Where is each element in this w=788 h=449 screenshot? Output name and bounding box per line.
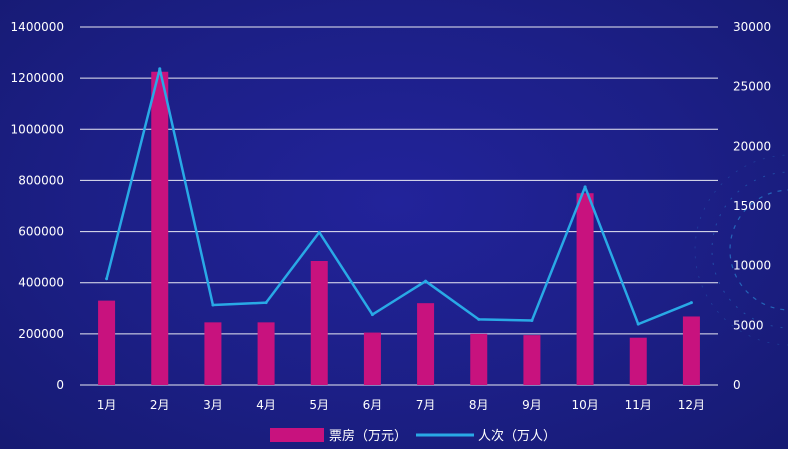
x-tick-label: 9月 [522,398,542,412]
line-point [370,313,374,317]
line-point [105,277,109,281]
line-point [424,279,428,283]
bar [523,335,541,385]
bar [417,303,435,385]
line-point [583,185,587,189]
bar [576,193,594,385]
y-right-tick-label: 15000 [733,199,771,213]
bar [204,322,222,385]
y-axis-left-ticks: 0 200000 400000 600000 800000 1000000 1200000 1… [11,20,64,392]
bar [363,332,381,385]
bar [151,71,169,385]
line-point [264,301,268,305]
line-point [530,319,534,323]
y-left-tick-label: 200000 [18,327,64,341]
y-left-tick-label: 800000 [18,173,64,187]
x-tick-label: 10月 [571,398,598,412]
bar [257,322,275,385]
x-tick-label: 5月 [309,398,329,412]
x-tick-label: 8月 [469,398,489,412]
y-right-tick-label: 25000 [733,80,771,94]
x-tick-label: 3月 [203,398,223,412]
y-left-tick-label: 1200000 [11,71,64,85]
y-right-tick-label: 20000 [733,139,771,153]
line-point [477,317,481,321]
y-left-tick-label: 1400000 [11,20,64,34]
x-tick-label: 12月 [678,398,705,412]
line-point [317,230,321,234]
x-tick-label: 11月 [625,398,652,412]
y-left-tick-label: 1000000 [11,122,64,136]
y-left-tick-label: 400000 [18,276,64,290]
line-path [105,67,692,326]
y-right-tick-label: 30000 [733,20,771,34]
bar [629,337,647,385]
x-tick-label: 1月 [97,398,117,412]
bar-series-box-office [98,71,700,385]
line-point [636,322,640,326]
line-series-attendance [105,67,693,326]
y-right-tick-label: 0 [733,378,741,392]
y-axis-right-ticks: 0 5000 10000 15000 20000 25000 30000 [733,20,771,392]
line-point [158,67,162,71]
decorative-ring [711,171,788,329]
y-right-tick-label: 10000 [733,259,771,273]
legend-label-attendance: 人次（万人） [478,428,556,444]
legend-label-box-office: 票房（万元） [329,428,407,444]
line-point [689,301,693,305]
legend-swatch-box-office [270,428,324,442]
grid-lines [80,26,718,386]
x-tick-label: 6月 [363,398,383,412]
x-axis-ticks: 1月 2月 3月 4月 5月 6月 7月 8月 9月 10月 11月 12月 [97,398,705,412]
bar [310,260,328,385]
bar [98,300,116,385]
x-tick-label: 2月 [150,398,170,412]
decorative-ring [694,154,788,346]
bar [470,333,488,385]
y-left-tick-label: 0 [56,378,64,392]
y-right-tick-label: 5000 [733,318,764,332]
legend: 票房（万元） 人次（万人） [270,428,556,444]
x-tick-label: 4月 [256,398,276,412]
bar [682,316,700,385]
x-tick-label: 7月 [416,398,436,412]
line-point [211,303,215,307]
y-left-tick-label: 600000 [18,225,64,239]
decorative-ring-arcs [694,154,788,346]
